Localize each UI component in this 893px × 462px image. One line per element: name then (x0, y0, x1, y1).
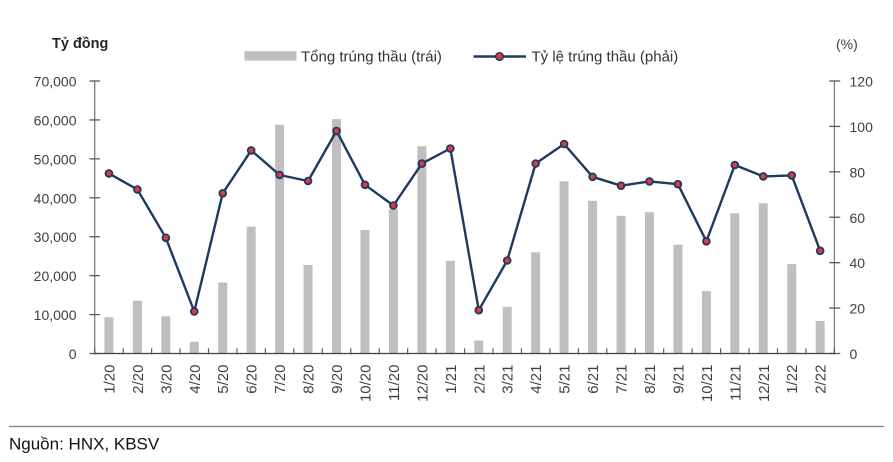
svg-text:9/20: 9/20 (329, 365, 346, 394)
svg-text:40: 40 (850, 255, 866, 271)
svg-text:Tỷ đồng: Tỷ đồng (52, 36, 108, 52)
svg-text:3/20: 3/20 (158, 365, 175, 394)
svg-text:20,000: 20,000 (34, 268, 77, 284)
svg-text:1/20: 1/20 (101, 365, 118, 394)
svg-text:1/22: 1/22 (784, 365, 801, 394)
svg-text:8/21: 8/21 (642, 365, 659, 394)
svg-text:100: 100 (850, 119, 874, 135)
svg-text:7/20: 7/20 (272, 365, 289, 394)
svg-text:20: 20 (850, 301, 866, 317)
svg-text:60,000: 60,000 (34, 112, 77, 128)
svg-text:50,000: 50,000 (34, 151, 77, 167)
svg-text:6/21: 6/21 (585, 365, 602, 394)
svg-text:2/21: 2/21 (471, 365, 488, 394)
svg-text:2/22: 2/22 (813, 365, 830, 394)
svg-text:30,000: 30,000 (34, 229, 77, 245)
svg-text:10/21: 10/21 (699, 365, 716, 403)
svg-text:4/20: 4/20 (187, 365, 204, 394)
svg-text:9/21: 9/21 (670, 365, 687, 394)
svg-text:Tỷ lệ trúng thầu (phải): Tỷ lệ trúng thầu (phải) (532, 49, 679, 66)
svg-text:12/21: 12/21 (756, 365, 773, 403)
svg-text:60: 60 (850, 210, 866, 226)
svg-text:120: 120 (850, 74, 874, 90)
svg-text:12/20: 12/20 (414, 365, 431, 403)
svg-text:6/20: 6/20 (244, 365, 261, 394)
svg-text:Tổng trúng thầu (trái): Tổng trúng thầu (trái) (301, 49, 442, 66)
svg-text:7/21: 7/21 (614, 365, 631, 394)
svg-text:0: 0 (69, 346, 77, 362)
svg-text:0: 0 (850, 346, 858, 362)
svg-text:11/21: 11/21 (727, 365, 744, 401)
svg-text:70,000: 70,000 (34, 74, 77, 90)
svg-text:8/20: 8/20 (301, 365, 318, 394)
svg-text:4/21: 4/21 (528, 365, 545, 394)
svg-text:3/21: 3/21 (500, 365, 517, 394)
svg-text:(%): (%) (836, 36, 858, 52)
svg-text:1/21: 1/21 (443, 365, 460, 394)
svg-text:5/21: 5/21 (557, 365, 574, 394)
svg-text:10,000: 10,000 (34, 307, 77, 323)
svg-text:2/20: 2/20 (130, 365, 147, 394)
svg-text:11/20: 11/20 (386, 365, 403, 401)
svg-text:40,000: 40,000 (34, 190, 77, 206)
svg-text:5/20: 5/20 (215, 365, 232, 394)
svg-text:Nguồn: HNX, KBSV: Nguồn: HNX, KBSV (9, 435, 160, 454)
svg-text:80: 80 (850, 164, 866, 180)
svg-text:10/20: 10/20 (357, 365, 374, 403)
